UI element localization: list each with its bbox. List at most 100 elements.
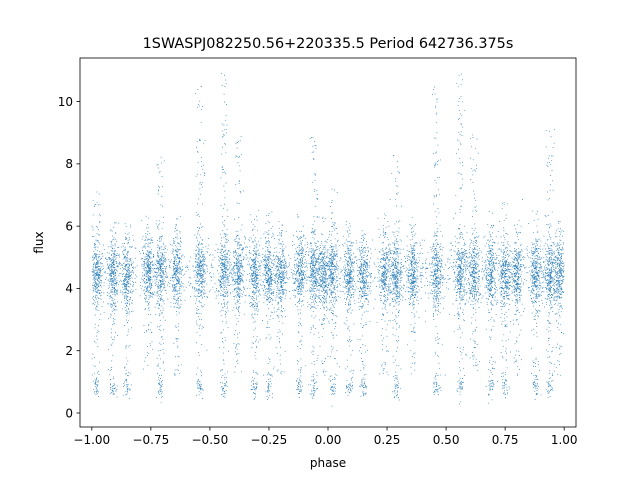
data-point bbox=[126, 259, 128, 261]
data-point bbox=[152, 242, 153, 244]
data-point bbox=[110, 387, 112, 389]
data-point bbox=[109, 256, 110, 258]
data-point bbox=[94, 243, 96, 245]
data-point bbox=[94, 246, 96, 248]
data-point bbox=[143, 260, 145, 262]
data-point bbox=[383, 281, 385, 283]
data-point bbox=[385, 215, 387, 217]
data-point bbox=[98, 379, 100, 381]
data-point bbox=[347, 278, 349, 280]
data-point bbox=[367, 301, 369, 303]
data-point bbox=[314, 288, 316, 289]
data-point bbox=[184, 266, 186, 268]
data-point bbox=[98, 274, 100, 276]
data-point bbox=[357, 275, 359, 277]
data-point bbox=[364, 261, 366, 263]
data-points bbox=[91, 73, 565, 407]
data-point bbox=[366, 276, 368, 278]
data-point bbox=[92, 214, 94, 216]
data-point bbox=[481, 269, 483, 270]
data-point bbox=[388, 243, 390, 245]
data-point bbox=[160, 264, 162, 266]
data-point bbox=[383, 313, 385, 315]
data-point bbox=[98, 284, 100, 286]
data-point bbox=[397, 387, 399, 388]
data-point bbox=[279, 267, 281, 269]
data-point bbox=[391, 262, 393, 264]
data-point bbox=[189, 260, 191, 262]
data-point bbox=[98, 193, 100, 195]
data-point bbox=[429, 275, 431, 277]
data-point bbox=[132, 266, 134, 268]
data-point bbox=[129, 372, 131, 374]
data-point bbox=[102, 301, 104, 303]
data-point bbox=[350, 266, 352, 268]
data-point bbox=[384, 213, 386, 215]
data-point bbox=[407, 291, 409, 293]
data-point bbox=[395, 198, 397, 200]
data-point bbox=[146, 330, 147, 332]
data-point bbox=[167, 284, 169, 286]
data-point bbox=[481, 260, 483, 262]
data-point bbox=[307, 251, 309, 253]
data-point bbox=[273, 288, 275, 290]
data-point bbox=[149, 292, 151, 293]
data-point bbox=[545, 248, 547, 250]
data-point bbox=[115, 258, 116, 260]
data-point bbox=[411, 274, 413, 275]
data-point bbox=[210, 263, 212, 265]
data-point bbox=[95, 381, 97, 383]
data-point bbox=[94, 323, 96, 325]
data-point bbox=[146, 275, 148, 277]
data-point bbox=[335, 271, 337, 273]
data-point bbox=[344, 256, 345, 258]
data-point bbox=[214, 283, 216, 285]
data-point bbox=[362, 276, 364, 278]
data-point bbox=[159, 260, 161, 262]
data-point bbox=[392, 274, 394, 276]
data-point bbox=[393, 260, 395, 262]
data-point bbox=[116, 240, 118, 242]
data-point bbox=[162, 270, 164, 272]
data-point bbox=[471, 254, 472, 256]
data-point bbox=[120, 291, 122, 293]
data-point bbox=[115, 232, 117, 234]
data-point bbox=[394, 223, 396, 225]
data-point bbox=[380, 295, 382, 297]
data-point bbox=[112, 278, 114, 280]
data-point bbox=[394, 276, 396, 278]
data-point bbox=[148, 264, 150, 266]
data-point bbox=[92, 229, 94, 231]
data-point bbox=[348, 257, 350, 259]
data-point bbox=[380, 297, 382, 299]
data-point bbox=[145, 279, 147, 280]
data-point bbox=[409, 299, 411, 301]
data-point bbox=[97, 292, 99, 294]
data-point bbox=[165, 274, 167, 276]
data-point bbox=[150, 238, 152, 240]
data-point bbox=[266, 293, 268, 295]
data-point bbox=[123, 296, 125, 298]
data-point bbox=[347, 287, 349, 289]
data-point bbox=[196, 272, 198, 274]
data-point bbox=[469, 253, 471, 254]
data-point bbox=[348, 291, 350, 293]
data-point bbox=[93, 289, 95, 291]
data-point bbox=[363, 285, 365, 287]
data-point bbox=[100, 272, 102, 274]
data-point bbox=[395, 315, 397, 317]
data-point bbox=[445, 278, 447, 280]
data-point bbox=[351, 381, 353, 383]
data-point bbox=[429, 284, 431, 286]
data-point bbox=[107, 246, 109, 248]
data-point bbox=[113, 339, 115, 341]
data-point bbox=[367, 265, 369, 267]
data-point bbox=[101, 268, 103, 270]
data-point bbox=[114, 295, 116, 297]
data-point bbox=[445, 287, 447, 289]
data-point bbox=[349, 345, 350, 347]
data-point bbox=[363, 238, 365, 240]
data-point bbox=[324, 289, 326, 291]
data-point bbox=[130, 284, 132, 285]
data-point bbox=[388, 249, 390, 251]
